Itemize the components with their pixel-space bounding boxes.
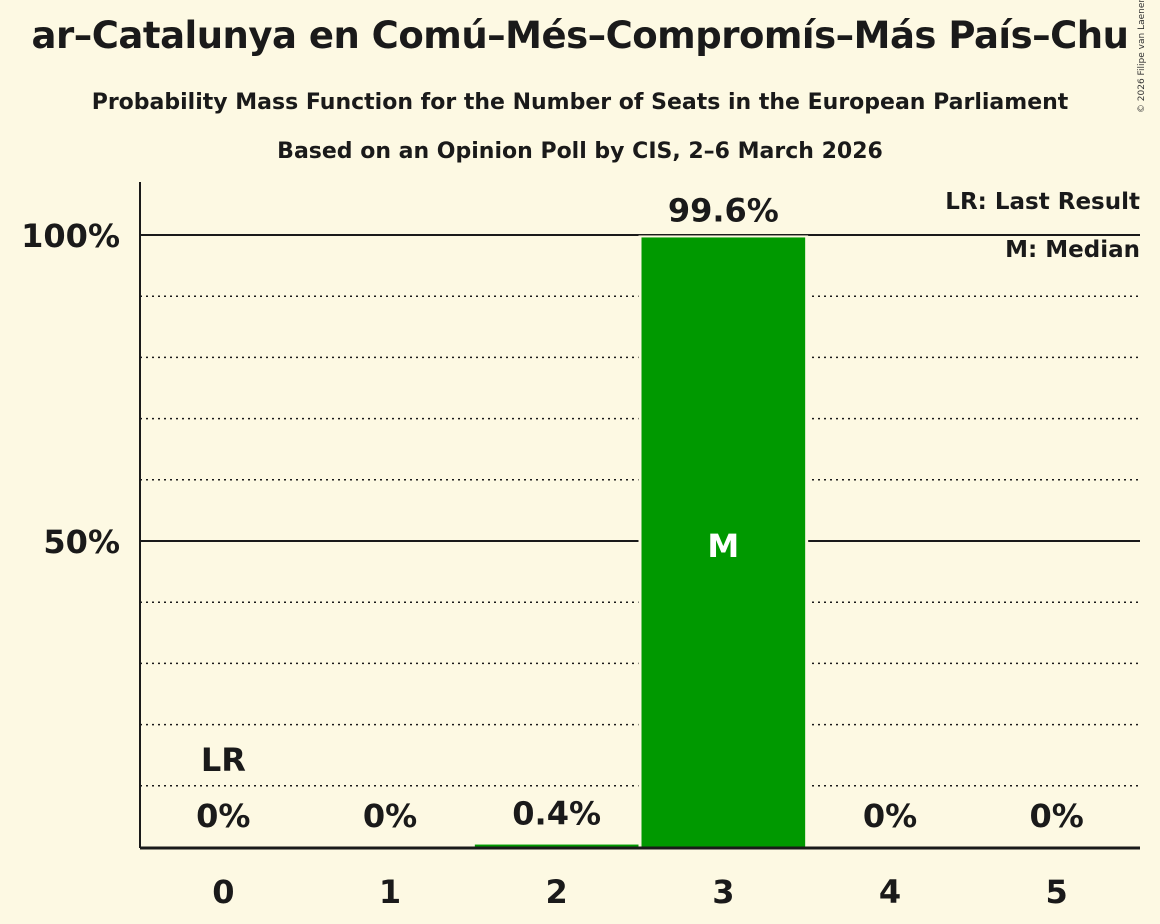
bar <box>641 237 806 847</box>
x-tick-label: 2 <box>546 873 568 911</box>
y-tick-label: 50% <box>43 523 120 561</box>
bar-value-label: 0% <box>196 797 250 835</box>
chart-title: ar–Catalunya en Comú–Més–Compromís–Más P… <box>31 14 1129 57</box>
bar-value-label: 99.6% <box>668 191 779 229</box>
x-tick-label: 3 <box>712 873 734 911</box>
chart-subtitle: Probability Mass Function for the Number… <box>91 90 1069 115</box>
median-marker: M <box>707 527 739 565</box>
bar <box>474 844 639 847</box>
x-tick-label: 5 <box>1046 873 1068 911</box>
chart-subtitle-2: Based on an Opinion Poll by CIS, 2–6 Mar… <box>277 139 883 164</box>
last-result-marker: LR <box>201 741 246 779</box>
legend-entry: LR: Last Result <box>945 189 1140 215</box>
y-tick-label: 100% <box>21 217 120 255</box>
bar-value-label: 0% <box>363 797 417 835</box>
legend-entry: M: Median <box>1005 237 1140 263</box>
x-tick-label: 0 <box>212 873 234 911</box>
x-tick-label: 1 <box>379 873 401 911</box>
bar-value-label: 0.4% <box>512 795 601 833</box>
bar-value-label: 0% <box>863 797 917 835</box>
bar-value-label: 0% <box>1030 797 1084 835</box>
x-tick-label: 4 <box>879 873 901 911</box>
